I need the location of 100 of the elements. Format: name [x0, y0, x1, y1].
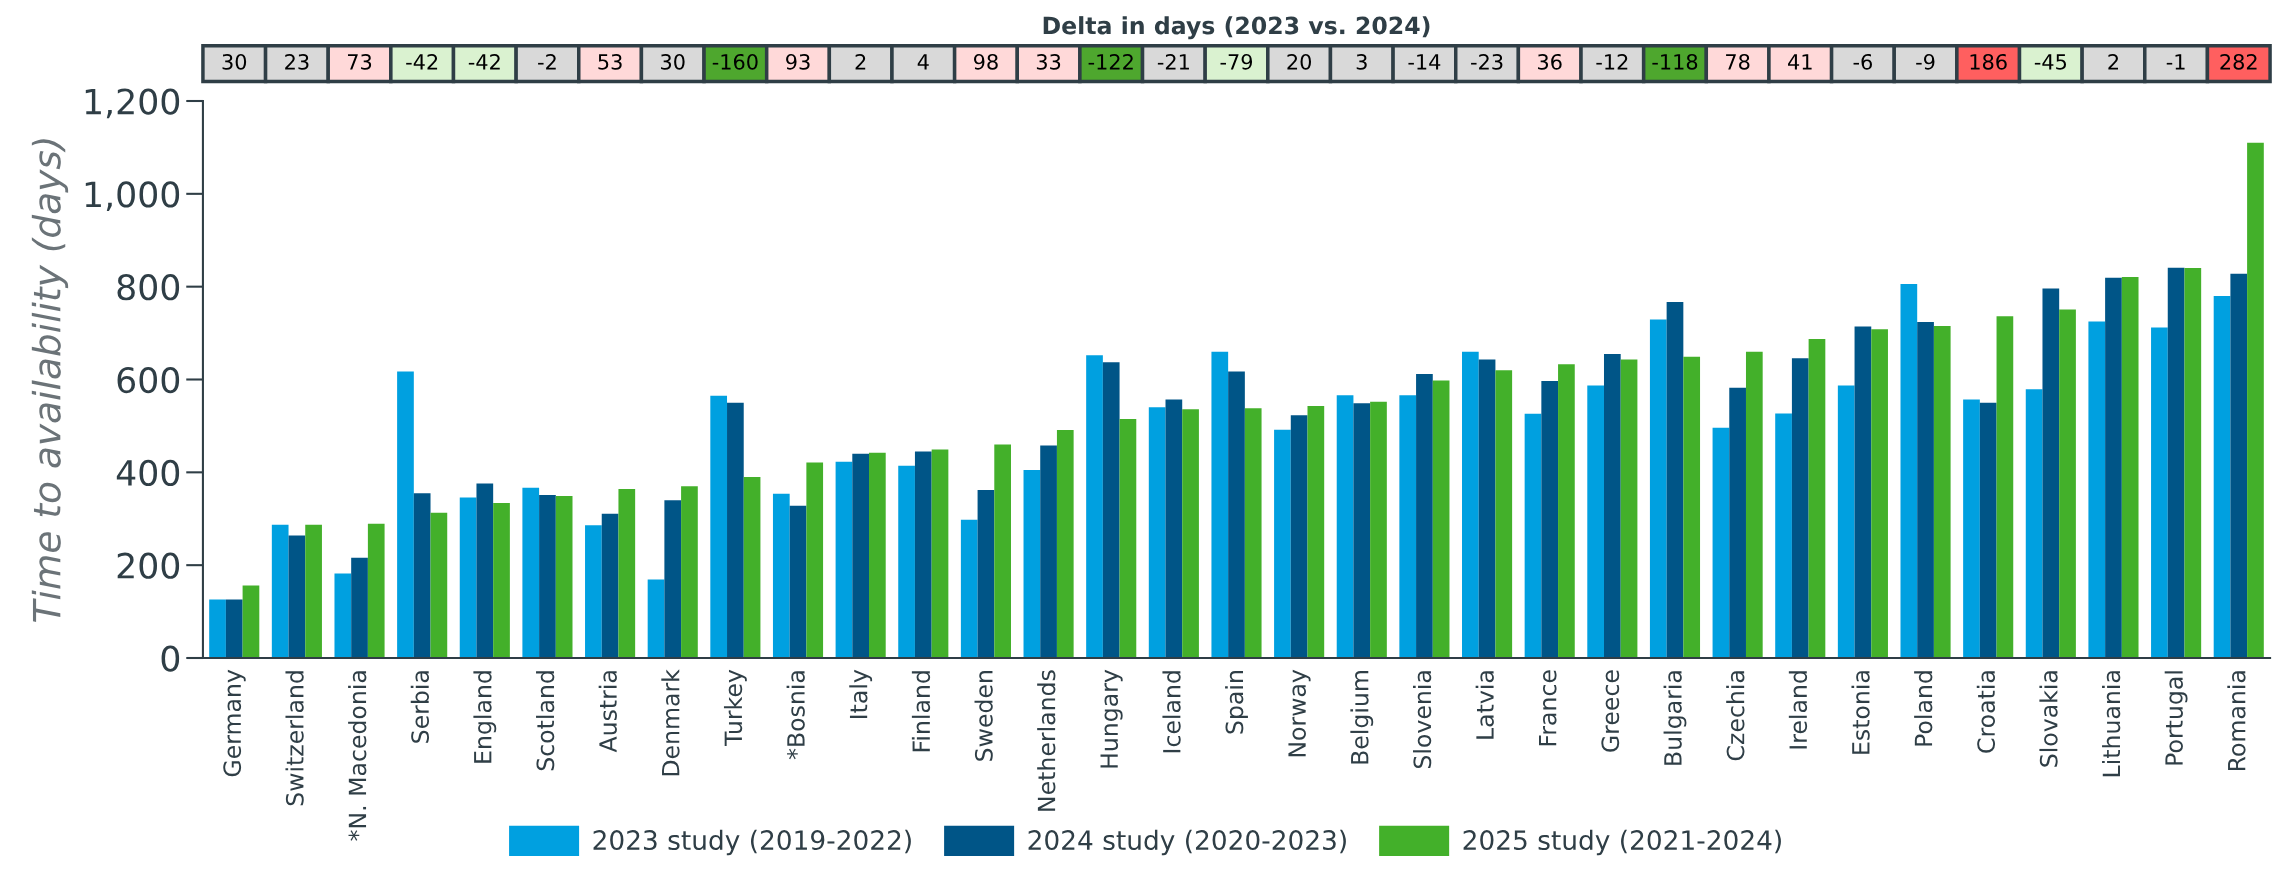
bar	[869, 452, 886, 658]
bar	[2025, 389, 2043, 658]
x-tick-label: Austria	[598, 671, 617, 753]
bar	[1933, 326, 1951, 658]
bar	[555, 496, 573, 658]
bar	[459, 497, 477, 658]
bar	[1165, 399, 1183, 658]
x-tick-label: Germany	[223, 669, 246, 777]
bar	[209, 599, 226, 658]
bar	[1399, 395, 1417, 658]
bar	[664, 500, 682, 658]
text: 53	[598, 53, 622, 70]
bar	[681, 486, 698, 658]
text: -9	[1916, 53, 1935, 70]
x-tick-label: Finland	[911, 671, 931, 752]
bar	[727, 402, 744, 658]
bar	[2088, 321, 2106, 658]
bar	[1791, 358, 1809, 658]
text: -45	[2034, 54, 2067, 70]
bar	[1587, 385, 1604, 658]
bar	[1432, 380, 1450, 658]
bar	[1712, 427, 1730, 658]
text: 4	[917, 54, 929, 70]
bar	[1558, 364, 1575, 658]
bar	[2167, 267, 2185, 658]
bar	[1307, 405, 1325, 658]
text: -122	[1088, 53, 1133, 70]
bar	[1148, 407, 1166, 658]
bar	[2105, 277, 2122, 658]
x-tick-label: Slovakia	[2039, 671, 2058, 767]
bar	[898, 465, 915, 658]
bar	[914, 451, 932, 658]
y-tick-label: 0	[161, 645, 180, 672]
x-tick-label: *N. Macedonia	[348, 671, 367, 841]
x-tick-label: Romania	[2227, 671, 2246, 771]
text: 36	[1538, 53, 1562, 70]
x-tick-label: Belgium	[1350, 671, 1374, 764]
x-tick-label: Greece	[1601, 670, 1620, 752]
x-tick-label: Netherlands	[1037, 670, 1056, 811]
bar	[618, 489, 636, 658]
y-axis-title: Time to availability (days)	[31, 139, 69, 622]
bar	[225, 599, 243, 658]
y-tick-label: 600	[117, 366, 180, 394]
bar	[271, 524, 289, 658]
bar	[1119, 418, 1137, 658]
bar	[2121, 276, 2139, 658]
bar	[1683, 356, 1701, 658]
bar	[1808, 339, 1826, 658]
bar	[1462, 351, 1479, 658]
x-tick-label: Switzerland	[285, 671, 304, 806]
text: 2	[2108, 53, 2119, 70]
text: 30	[661, 53, 685, 70]
y-tick-label: 400	[116, 459, 180, 487]
text: 20	[1287, 53, 1312, 70]
bar	[601, 513, 619, 658]
bar	[931, 449, 949, 658]
bar	[1244, 408, 1262, 658]
x-tick-label: Italy	[849, 669, 873, 719]
legend-label: 2023 study (2019-2022)	[593, 829, 911, 856]
x-tick-label: Norway	[1288, 669, 1311, 757]
bar	[1336, 395, 1354, 658]
bar	[305, 524, 322, 658]
bar	[1837, 385, 1855, 658]
x-tick-label: Spain	[1225, 671, 1248, 734]
text: -21	[1157, 53, 1189, 70]
bar	[1603, 353, 1621, 658]
bar	[1353, 403, 1371, 658]
x-tick-label: Sweden	[974, 671, 993, 761]
bar	[413, 493, 431, 658]
x-tick-label: Iceland	[1162, 671, 1181, 753]
y-tick-label: 1,200	[85, 88, 180, 119]
bar	[1775, 413, 1792, 658]
x-tick-label: Lithuania	[2102, 671, 2121, 777]
bar	[1040, 445, 1057, 658]
text: -1	[2166, 54, 2185, 70]
bar	[2184, 268, 2202, 658]
chart-title: Delta in days (2023 vs. 2024)	[1043, 16, 1430, 40]
x-tick-label: Latvia	[1475, 671, 1494, 739]
bar	[1086, 355, 1103, 658]
x-tick-label: Ireland	[1788, 671, 1808, 749]
text: -42	[468, 53, 500, 70]
bar	[539, 495, 556, 658]
bar	[1979, 402, 1997, 658]
legend-label: 2024 study (2020-2023)	[1028, 829, 1346, 856]
bar	[1900, 283, 1918, 658]
x-tick-label: Scotland	[536, 671, 555, 771]
bar	[1290, 415, 1308, 658]
text: 23	[285, 53, 309, 70]
text: 73	[347, 53, 372, 70]
bar	[806, 462, 824, 658]
legend-label: 2025 study (2021-2024)	[1463, 829, 1781, 856]
bar	[1102, 362, 1120, 658]
x-tick-label: Slovenia	[1413, 671, 1432, 769]
text: 3	[1356, 53, 1367, 70]
bar	[476, 483, 494, 658]
x-tick-label: Hungary	[1100, 669, 1123, 768]
bar	[397, 371, 414, 658]
text: -79	[1220, 53, 1253, 70]
bar	[1996, 316, 2014, 658]
bar	[1495, 370, 1513, 658]
